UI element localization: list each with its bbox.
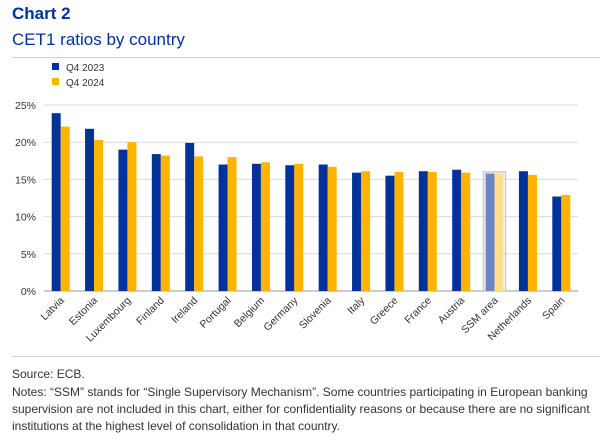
- bar-latvia-q4-2023: [51, 113, 61, 292]
- bar-netherlands-q4-2023: [518, 171, 528, 291]
- bar-luxembourg-q4-2024: [127, 142, 137, 291]
- y-tick-label: 15%: [15, 174, 36, 186]
- bar-estonia-q4-2023: [85, 128, 95, 291]
- legend-swatch-q4-2023: [52, 63, 59, 70]
- source-note: Source: ECB.: [12, 367, 85, 381]
- y-tick-label: 25%: [15, 100, 36, 112]
- bar-ssm-area-q4-2024: [494, 173, 504, 291]
- y-tick-label: 10%: [15, 212, 36, 224]
- bar-france-q4-2023: [418, 171, 428, 291]
- bar-netherlands-q4-2024: [527, 174, 537, 291]
- bar-spain-q4-2023: [552, 196, 562, 291]
- bar-finland-q4-2023: [151, 154, 161, 291]
- y-tick-label: 0%: [21, 286, 36, 298]
- y-tick-label: 20%: [15, 137, 36, 149]
- bar-greece-q4-2023: [385, 175, 395, 291]
- bar-spain-q4-2024: [561, 195, 571, 291]
- x-tick-label: Austria: [436, 295, 468, 327]
- bar-finland-q4-2024: [160, 155, 170, 291]
- x-tick-label: Ireland: [169, 295, 200, 326]
- legend-label-q4-2023: Q4 2023: [66, 63, 105, 74]
- x-tick-label: Portugal: [198, 295, 234, 331]
- bar-italy-q4-2023: [352, 172, 362, 291]
- bar-latvia-q4-2024: [60, 126, 70, 292]
- bar-austria-q4-2024: [461, 172, 471, 291]
- x-tick-label: Slovenia: [297, 295, 334, 332]
- bar-austria-q4-2023: [452, 169, 462, 291]
- bar-portugal-q4-2024: [227, 157, 237, 291]
- bar-belgium-q4-2024: [260, 162, 270, 291]
- legend-swatch-q4-2024: [52, 78, 59, 85]
- bar-slovenia-q4-2024: [327, 166, 337, 291]
- bar-belgium-q4-2023: [251, 163, 261, 291]
- bar-ssm-area-q4-2023: [485, 173, 495, 291]
- bar-slovenia-q4-2023: [318, 164, 328, 291]
- bottom-divider: [12, 356, 600, 357]
- notes-text: Notes: “SSM” stands for “Single Supervis…: [12, 385, 590, 433]
- bar-ireland-q4-2024: [194, 156, 204, 291]
- bar-germany-q4-2024: [294, 163, 304, 291]
- bar-estonia-q4-2024: [94, 139, 104, 291]
- legend-label-q4-2024: Q4 2024: [66, 78, 105, 89]
- x-tick-label: Spain: [540, 295, 568, 323]
- bar-germany-q4-2023: [285, 165, 295, 291]
- bar-luxembourg-q4-2023: [118, 149, 128, 291]
- x-tick-label: Germany: [261, 294, 301, 334]
- y-tick-label: 5%: [21, 249, 36, 261]
- chart-subtitle: CET1 ratios by country: [12, 30, 185, 49]
- x-tick-label: Greece: [368, 295, 401, 328]
- x-tick-label: Latvia: [39, 295, 67, 323]
- x-tick-label: Finland: [134, 295, 167, 328]
- x-tick-label: France: [402, 295, 434, 327]
- bar-portugal-q4-2023: [218, 164, 228, 291]
- bar-greece-q4-2024: [394, 171, 404, 291]
- x-tick-label: Italy: [345, 294, 368, 317]
- top-divider: [12, 57, 600, 58]
- x-tick-label: Estonia: [67, 295, 100, 328]
- bar-ireland-q4-2023: [185, 142, 195, 291]
- bar-chart: Q4 2023 Q4 2024 0% 5% 10% 15% 20% 25% Latvia Esto…: [15, 63, 578, 344]
- chart-title: Chart 2: [12, 4, 71, 23]
- bar-italy-q4-2024: [361, 171, 371, 291]
- bar-france-q4-2024: [427, 171, 437, 291]
